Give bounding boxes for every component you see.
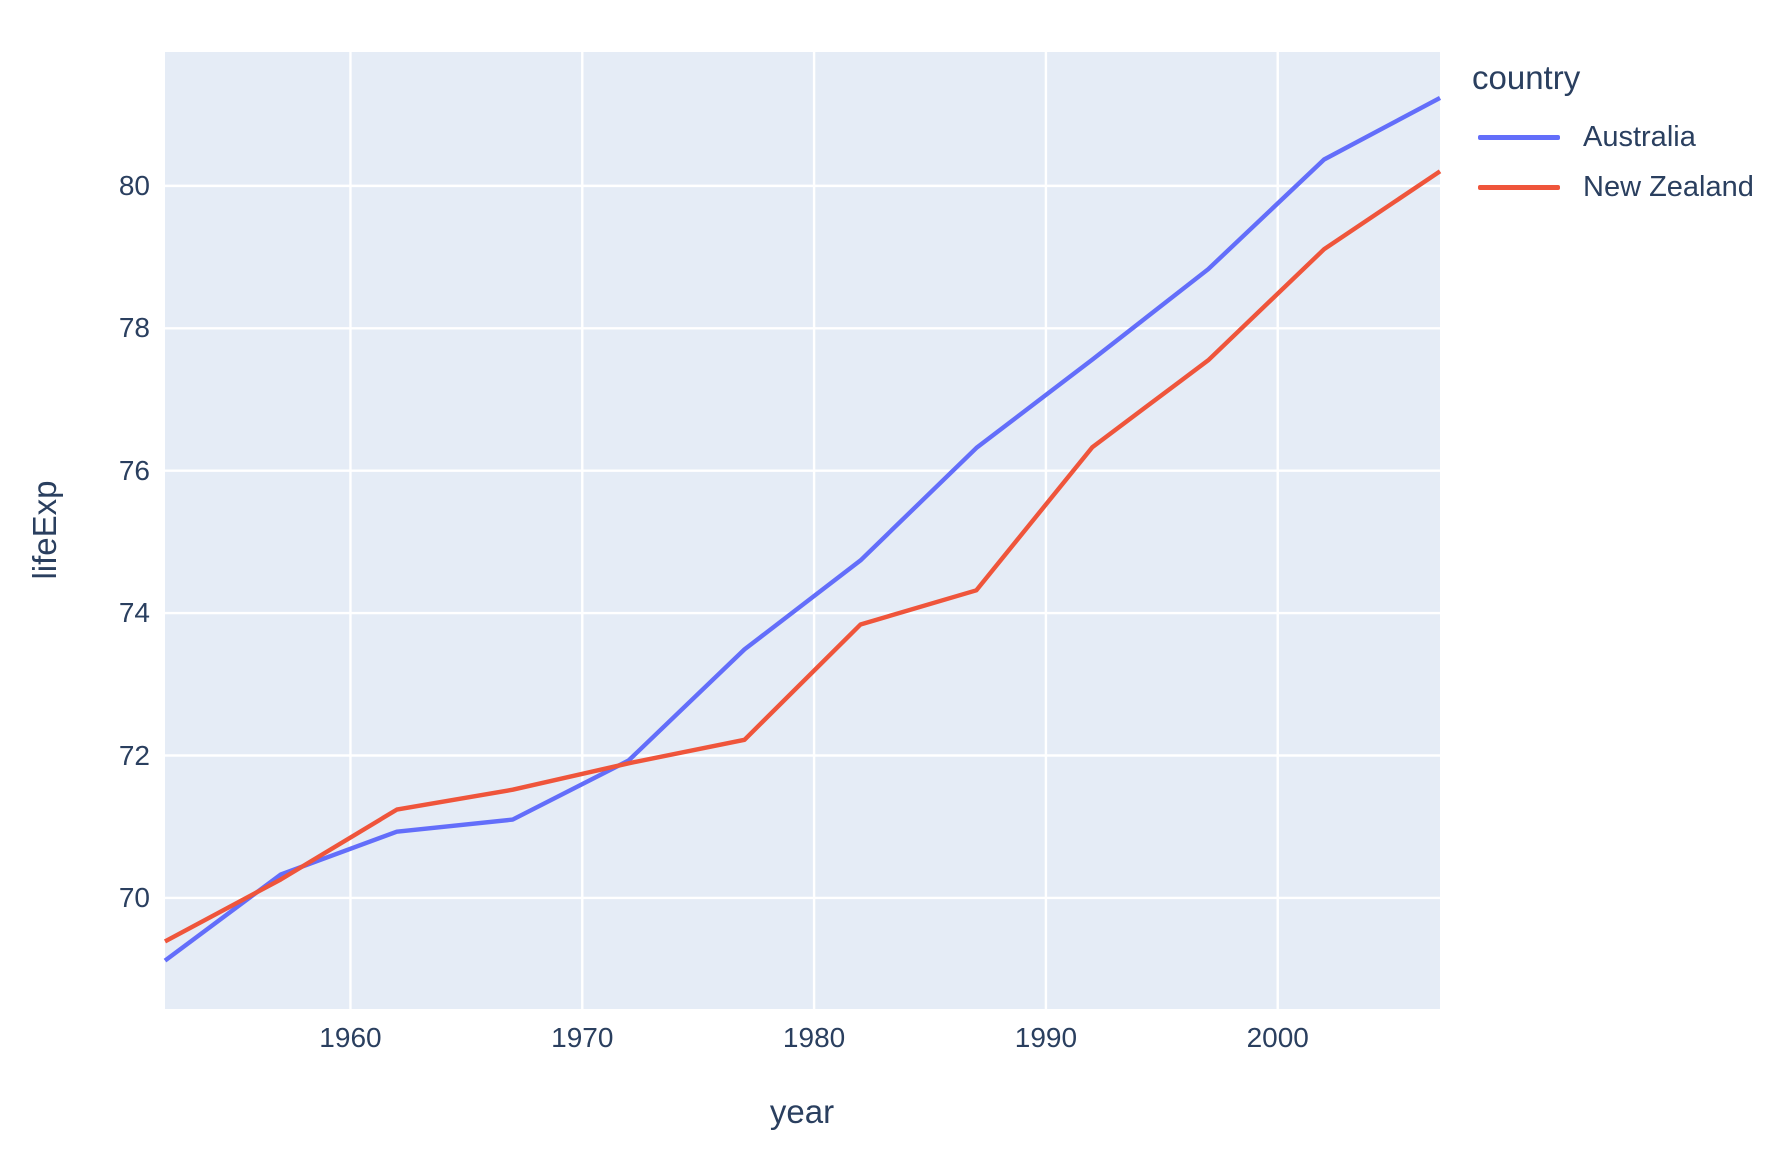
legend-items: Australia New Zealand: [1472, 112, 1754, 212]
y-tick-label: 70: [118, 881, 150, 913]
y-tick-label: 72: [118, 739, 150, 771]
x-tick-label: 1990: [1014, 1022, 1078, 1053]
x-tick-label: 1960: [319, 1022, 382, 1053]
y-tick-label: 78: [118, 312, 150, 344]
x-tick-label: 1980: [782, 1022, 846, 1053]
x-tick-label: 1970: [551, 1022, 614, 1053]
series-line-new-zealand[interactable]: [163, 169, 1442, 944]
y-tick-label: 80: [118, 169, 150, 201]
legend-item-new-zealand[interactable]: New Zealand: [1472, 162, 1754, 212]
legend-item-label: Australia: [1583, 121, 1696, 153]
y-tick-label: 76: [118, 454, 150, 486]
legend-item-label: New Zealand: [1583, 171, 1754, 203]
legend-item-australia[interactable]: Australia: [1472, 112, 1754, 162]
y-tick-label: 74: [118, 597, 150, 629]
y-axis-title: lifeExp: [26, 480, 63, 580]
legend-line-swatch-new-zealand: [1478, 184, 1560, 190]
legend-title: country: [1472, 59, 1581, 96]
legend-line-swatch-australia: [1478, 134, 1560, 140]
series-line-australia[interactable]: [163, 95, 1442, 963]
x-tick-label: 2000: [1246, 1022, 1309, 1053]
x-axis-title: year: [769, 1093, 835, 1130]
legend: country Australia New Zealand: [1472, 58, 1754, 212]
plot-background[interactable]: [165, 52, 1440, 1009]
